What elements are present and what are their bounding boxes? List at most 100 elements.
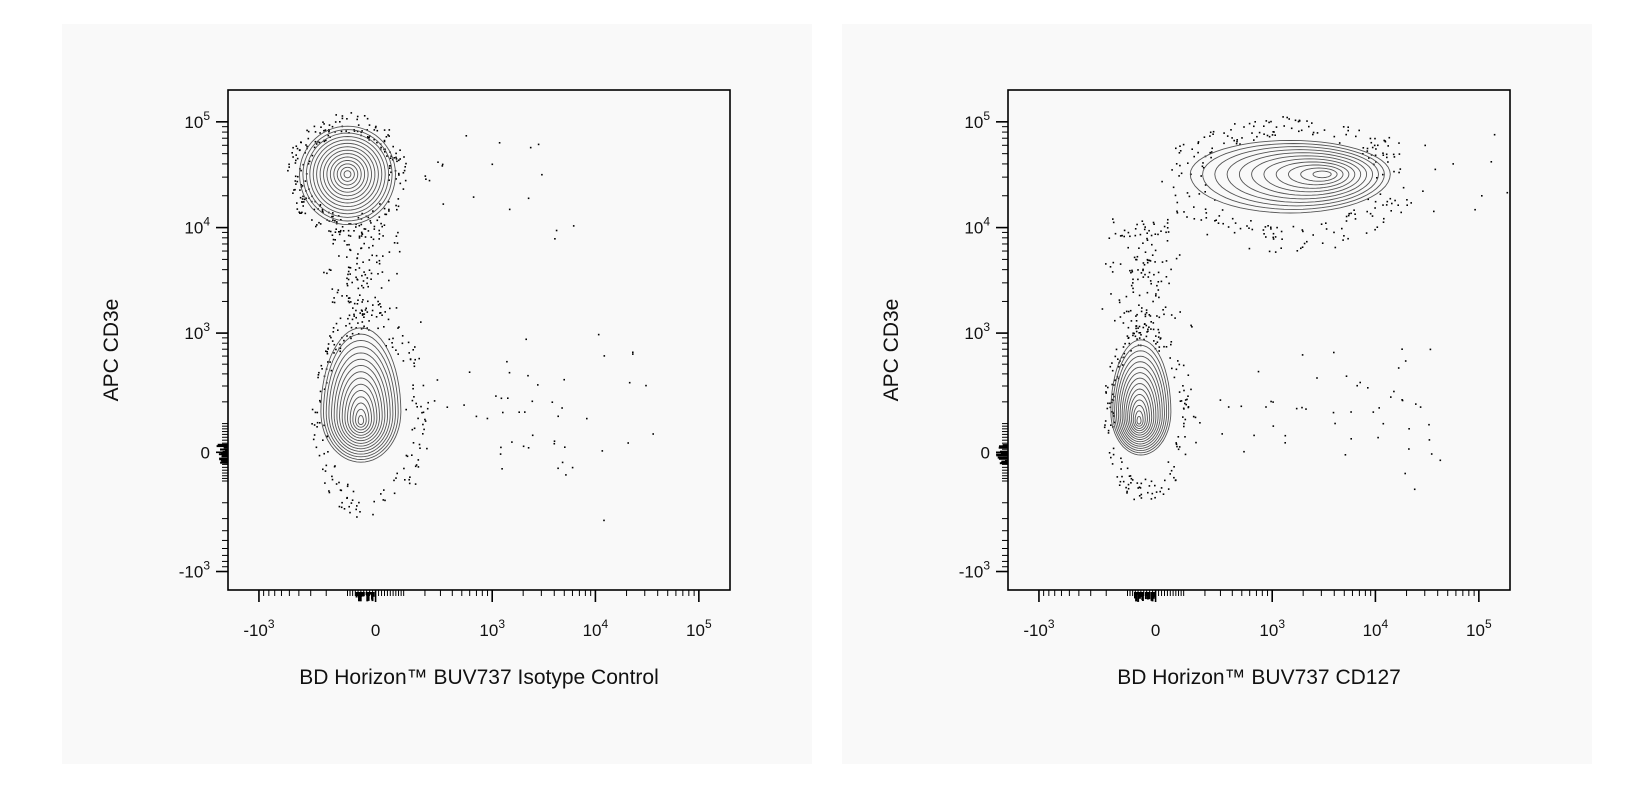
event-dot	[1178, 254, 1181, 256]
pileup-x	[366, 592, 369, 602]
event-dot	[1122, 480, 1125, 483]
event-dot	[1136, 338, 1138, 340]
event-dot	[383, 207, 386, 210]
event-dot	[353, 315, 355, 317]
event-dot	[1135, 258, 1137, 261]
event-dot	[1155, 335, 1157, 337]
contour-upper	[1300, 167, 1338, 182]
event-dot	[1122, 346, 1125, 348]
event-dot	[1135, 315, 1137, 317]
event-dot	[378, 238, 380, 240]
event-dot	[1202, 167, 1205, 169]
event-dot	[340, 506, 343, 509]
event-dot	[333, 343, 336, 346]
event-dot	[297, 175, 299, 178]
event-dot	[393, 492, 396, 495]
event-dot	[1134, 234, 1137, 237]
event-dot	[423, 428, 425, 431]
event-dot	[1120, 457, 1122, 460]
pileup-x	[1140, 592, 1143, 597]
event-dot	[361, 314, 364, 316]
event-dot	[299, 189, 301, 191]
contour-upper	[323, 149, 372, 200]
event-dot	[1115, 348, 1118, 351]
event-dot	[1250, 220, 1252, 222]
event-dot	[1284, 434, 1287, 437]
event-dot	[334, 231, 337, 233]
event-dot	[348, 243, 350, 246]
event-dot	[1130, 477, 1133, 480]
event-dot	[401, 342, 404, 345]
event-dot	[363, 271, 365, 273]
event-dot	[1202, 162, 1204, 164]
event-dot	[375, 125, 377, 128]
event-dot	[1157, 271, 1160, 274]
event-dot	[1112, 415, 1115, 417]
event-dot	[358, 224, 361, 227]
event-dot	[319, 399, 321, 402]
event-dot	[1345, 220, 1348, 222]
event-dot	[295, 159, 297, 162]
event-dot	[1334, 246, 1337, 249]
event-dot	[411, 428, 414, 431]
event-dot	[385, 136, 388, 138]
event-dot	[365, 307, 367, 310]
event-dot	[561, 461, 564, 464]
event-dot	[1178, 446, 1181, 448]
event-dot	[1153, 340, 1155, 342]
event-dot	[372, 304, 374, 306]
pileup-y	[996, 453, 1008, 456]
event-dot	[328, 124, 331, 126]
event-dot	[364, 273, 367, 276]
event-dot	[382, 499, 385, 501]
event-dot	[1113, 421, 1116, 424]
pileup-x	[1144, 592, 1147, 600]
event-dot	[1402, 186, 1405, 189]
plot-area	[216, 112, 654, 602]
event-dot	[1137, 327, 1139, 329]
event-dot	[412, 387, 414, 390]
event-dot	[396, 272, 398, 275]
event-dot	[419, 447, 421, 449]
event-dot	[1173, 376, 1176, 379]
event-dot	[379, 312, 381, 314]
event-dot	[1149, 280, 1152, 282]
event-dot	[353, 302, 356, 305]
event-dot	[1110, 456, 1112, 459]
event-dot	[341, 117, 344, 120]
event-dot	[1143, 323, 1146, 325]
contour-upper	[1202, 143, 1385, 210]
event-dot	[1217, 222, 1220, 224]
event-dot	[1154, 496, 1156, 499]
event-dot	[1158, 296, 1160, 299]
event-dot	[414, 346, 416, 348]
event-dot	[388, 135, 390, 137]
event-dot	[381, 314, 383, 316]
event-dot	[1132, 282, 1134, 284]
event-dot	[356, 257, 359, 259]
event-dot	[328, 268, 331, 271]
event-dot	[393, 479, 395, 482]
event-dot	[1382, 152, 1384, 154]
event-dot	[565, 474, 567, 476]
event-dot	[1333, 351, 1335, 354]
event-dot	[1332, 411, 1335, 414]
pileup-y	[224, 445, 228, 448]
event-dot	[343, 508, 346, 510]
event-dot	[408, 478, 410, 481]
plot-panel-cd127: -103 0 103 104 105 -103 0 103 104 105 BD Horizon™ …	[842, 24, 1592, 764]
event-dot	[346, 295, 348, 297]
event-dot	[370, 278, 372, 280]
event-dot	[1143, 264, 1146, 266]
event-dot	[366, 282, 368, 285]
event-dot	[334, 131, 336, 133]
event-dot	[1145, 324, 1148, 327]
event-dot	[368, 139, 370, 141]
pileup-x	[1148, 592, 1151, 600]
event-dot	[1172, 186, 1175, 189]
event-dot	[413, 396, 415, 398]
event-dot	[1183, 211, 1185, 213]
event-dot	[319, 204, 322, 206]
event-dot	[1343, 235, 1345, 237]
event-dot	[1128, 475, 1131, 477]
